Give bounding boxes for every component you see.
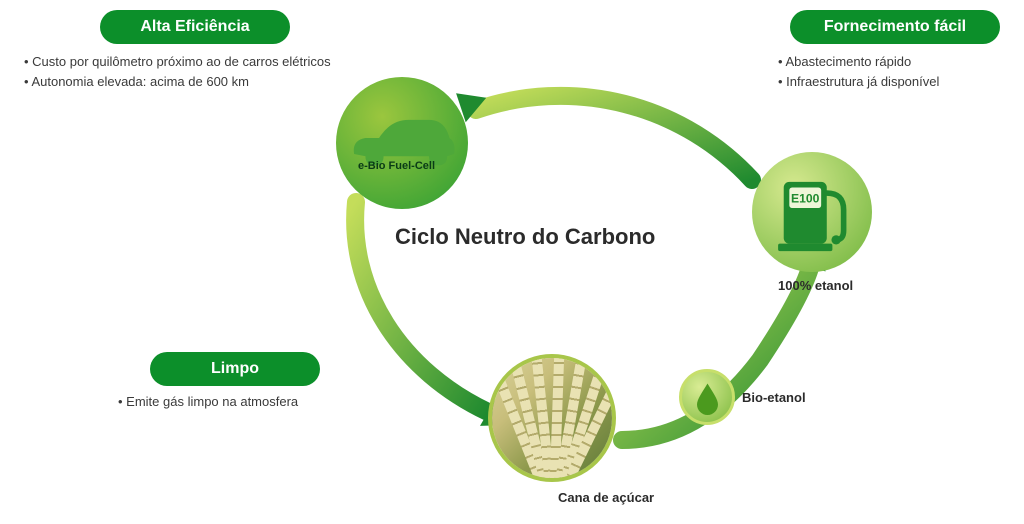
center-title: Ciclo Neutro do Carbono xyxy=(395,224,655,250)
efficiency-bullet-0: Custo por quilômetro próximo ao de carro… xyxy=(24,52,331,72)
sugarcane-node xyxy=(488,354,616,482)
pump-node: E100 xyxy=(752,152,872,272)
clean-bullets: Emite gás limpo na atmosfera xyxy=(118,392,298,412)
supply-bullet-1: Infraestrutura já disponível xyxy=(778,72,939,92)
supply-pill: Fornecimento fácil xyxy=(790,10,1000,44)
efficiency-bullets: Custo por quilômetro próximo ao de carro… xyxy=(24,52,331,91)
efficiency-bullet-1: Autonomia elevada: acima de 600 km xyxy=(24,72,331,92)
fuel-pump-icon: E100 xyxy=(765,165,859,259)
arrow-pump-to-car xyxy=(476,96,752,180)
sugarcane-label: Cana de açúcar xyxy=(558,490,654,505)
supply-bullet-0: Abastecimento rápido xyxy=(778,52,939,72)
pump-label: 100% etanol xyxy=(778,278,853,293)
pump-e100-text: E100 xyxy=(791,192,820,206)
sugarcane-photo xyxy=(492,358,612,478)
clean-pill: Limpo xyxy=(150,352,320,386)
car-node xyxy=(336,77,468,209)
clean-bullet-0: Emite gás limpo na atmosfera xyxy=(118,392,298,412)
efficiency-pill: Alta Eficiência xyxy=(100,10,290,44)
droplet-icon xyxy=(690,380,725,415)
supply-bullets: Abastecimento rápidoInfraestrutura já di… xyxy=(778,52,939,91)
bioethanol-label: Bio-etanol xyxy=(742,390,806,405)
car-label: e-Bio Fuel-Cell xyxy=(358,160,435,172)
bioethanol-node xyxy=(679,369,735,425)
